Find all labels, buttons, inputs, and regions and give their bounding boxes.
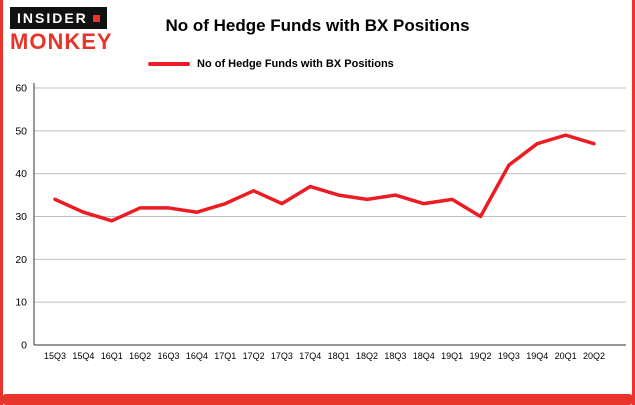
x-tick-label: 18Q4 [413, 351, 435, 361]
logo-insider-box: INSIDER [10, 7, 107, 29]
right-red-border [632, 0, 635, 405]
x-tick-label: 20Q1 [555, 351, 577, 361]
x-tick-label: 16Q1 [101, 351, 123, 361]
x-tick-label: 18Q1 [328, 351, 350, 361]
x-tick-label: 17Q2 [243, 351, 265, 361]
x-tick-label: 16Q2 [129, 351, 151, 361]
x-tick-label: 19Q3 [498, 351, 520, 361]
logo-monkey-text: MONKEY [10, 29, 113, 54]
y-tick-label: 10 [15, 297, 27, 309]
x-tick-label: 15Q3 [44, 351, 66, 361]
x-tick-label: 20Q2 [583, 351, 605, 361]
x-tick-label: 19Q1 [441, 351, 463, 361]
x-tick-label: 17Q1 [214, 351, 236, 361]
x-tick-label: 19Q4 [526, 351, 548, 361]
y-tick-label: 60 [15, 83, 27, 95]
x-tick-label: 18Q3 [384, 351, 406, 361]
x-tick-label: 19Q2 [470, 351, 492, 361]
insider-monkey-logo: INSIDER MONKEY [10, 7, 113, 53]
x-tick-label: 18Q2 [356, 351, 378, 361]
page-title: No of Hedge Funds with BX Positions [165, 16, 470, 35]
y-tick-label: 30 [15, 211, 27, 223]
x-tick-label: 17Q3 [271, 351, 293, 361]
bottom-red-bar [1, 394, 634, 405]
logo-insider-text: INSIDER [17, 10, 88, 26]
line-chart: 0 10 20 30 40 50 60 15Q3 15Q4 16Q1 16Q2 16Q3 16Q4 17Q… [15, 83, 626, 361]
logo-red-dot-icon [92, 14, 100, 22]
legend-label: No of Hedge Funds with BX Positions [197, 58, 394, 70]
y-tick-label: 40 [15, 168, 27, 180]
y-tick-label: 50 [15, 125, 27, 137]
y-tick-label: 0 [21, 340, 27, 352]
legend: No of Hedge Funds with BX Positions [148, 58, 394, 70]
x-tick-label: 17Q4 [299, 351, 321, 361]
series-line [53, 133, 596, 223]
x-tick-label: 16Q4 [186, 351, 208, 361]
y-tick-label: 20 [15, 254, 27, 266]
x-tick-label: 16Q3 [157, 351, 179, 361]
legend-line-swatch [148, 62, 190, 66]
x-tick-label: 15Q4 [72, 351, 94, 361]
left-red-border [0, 0, 3, 405]
